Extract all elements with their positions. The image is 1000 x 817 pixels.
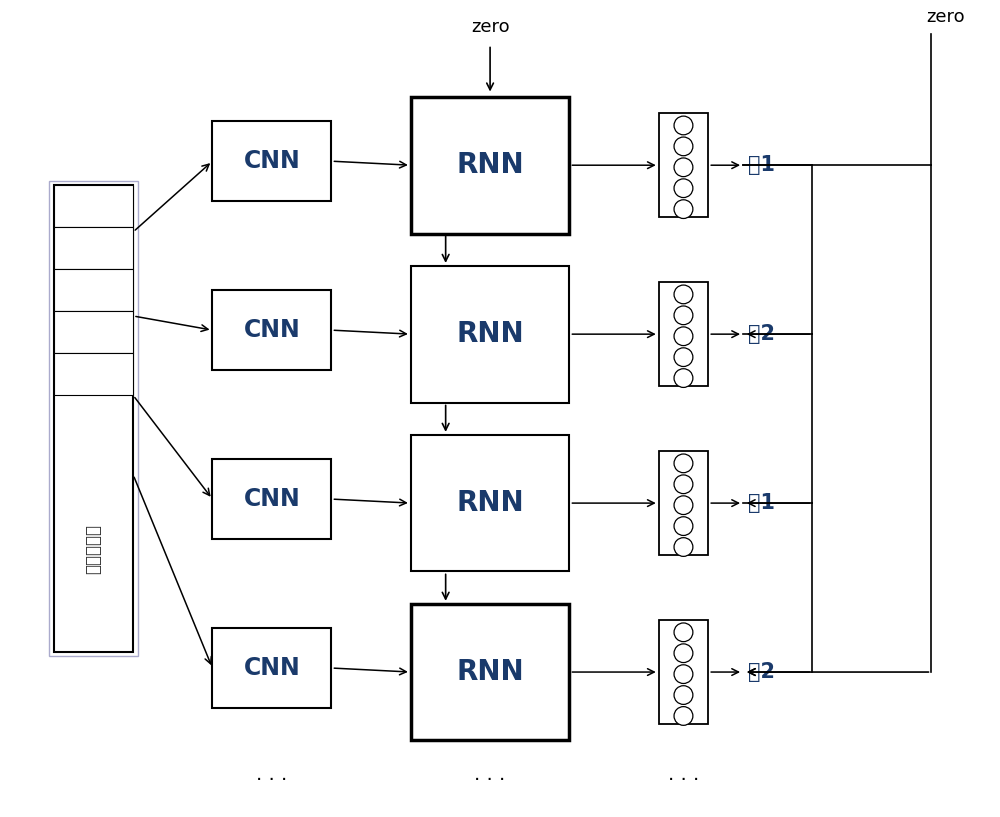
Bar (54, 185, 133, 227)
Bar (659, 113, 708, 217)
Bar (411, 604, 569, 740)
Bar (54, 311, 133, 353)
Bar (212, 459, 331, 539)
Text: zero: zero (471, 19, 509, 37)
Bar (54, 227, 133, 270)
Ellipse shape (674, 707, 693, 725)
Ellipse shape (674, 116, 693, 135)
Bar (411, 435, 569, 571)
Ellipse shape (674, 348, 693, 367)
Text: CNN: CNN (244, 150, 300, 173)
Ellipse shape (674, 644, 693, 663)
Ellipse shape (674, 285, 693, 304)
Text: · · ·: · · · (668, 771, 699, 790)
Text: CNN: CNN (244, 318, 300, 342)
Ellipse shape (674, 137, 693, 156)
Ellipse shape (674, 665, 693, 684)
Bar (659, 620, 708, 725)
Text: RNN: RNN (456, 658, 524, 686)
Ellipse shape (674, 623, 693, 641)
Text: 内容词典。: 内容词典。 (84, 525, 102, 574)
Text: zero: zero (926, 8, 965, 26)
Ellipse shape (674, 327, 693, 346)
Ellipse shape (674, 306, 693, 324)
Ellipse shape (674, 516, 693, 535)
Ellipse shape (674, 538, 693, 556)
Ellipse shape (674, 685, 693, 704)
Text: RNN: RNN (456, 151, 524, 179)
Text: RNN: RNN (456, 489, 524, 517)
Ellipse shape (674, 158, 693, 176)
Text: 个2: 个2 (748, 662, 775, 682)
Bar (212, 290, 331, 370)
Bar (212, 627, 331, 708)
Text: 这1: 这1 (748, 155, 775, 175)
Ellipse shape (674, 368, 693, 387)
Text: 个1: 个1 (748, 493, 775, 513)
Bar (49, 181, 138, 656)
Bar (212, 121, 331, 202)
Ellipse shape (674, 475, 693, 493)
Bar (54, 353, 133, 395)
Bar (54, 185, 133, 652)
Text: · · ·: · · · (474, 771, 506, 790)
Text: CNN: CNN (244, 487, 300, 511)
Bar (54, 270, 133, 311)
Text: RNN: RNN (456, 320, 524, 348)
Bar (411, 97, 569, 234)
Bar (659, 451, 708, 556)
Text: · · ·: · · · (256, 771, 288, 790)
Bar (659, 282, 708, 386)
Ellipse shape (674, 496, 693, 515)
Text: 这2: 这2 (748, 324, 775, 344)
Text: CNN: CNN (244, 656, 300, 680)
Ellipse shape (674, 454, 693, 473)
Ellipse shape (674, 200, 693, 218)
Ellipse shape (674, 179, 693, 198)
Bar (411, 266, 569, 403)
